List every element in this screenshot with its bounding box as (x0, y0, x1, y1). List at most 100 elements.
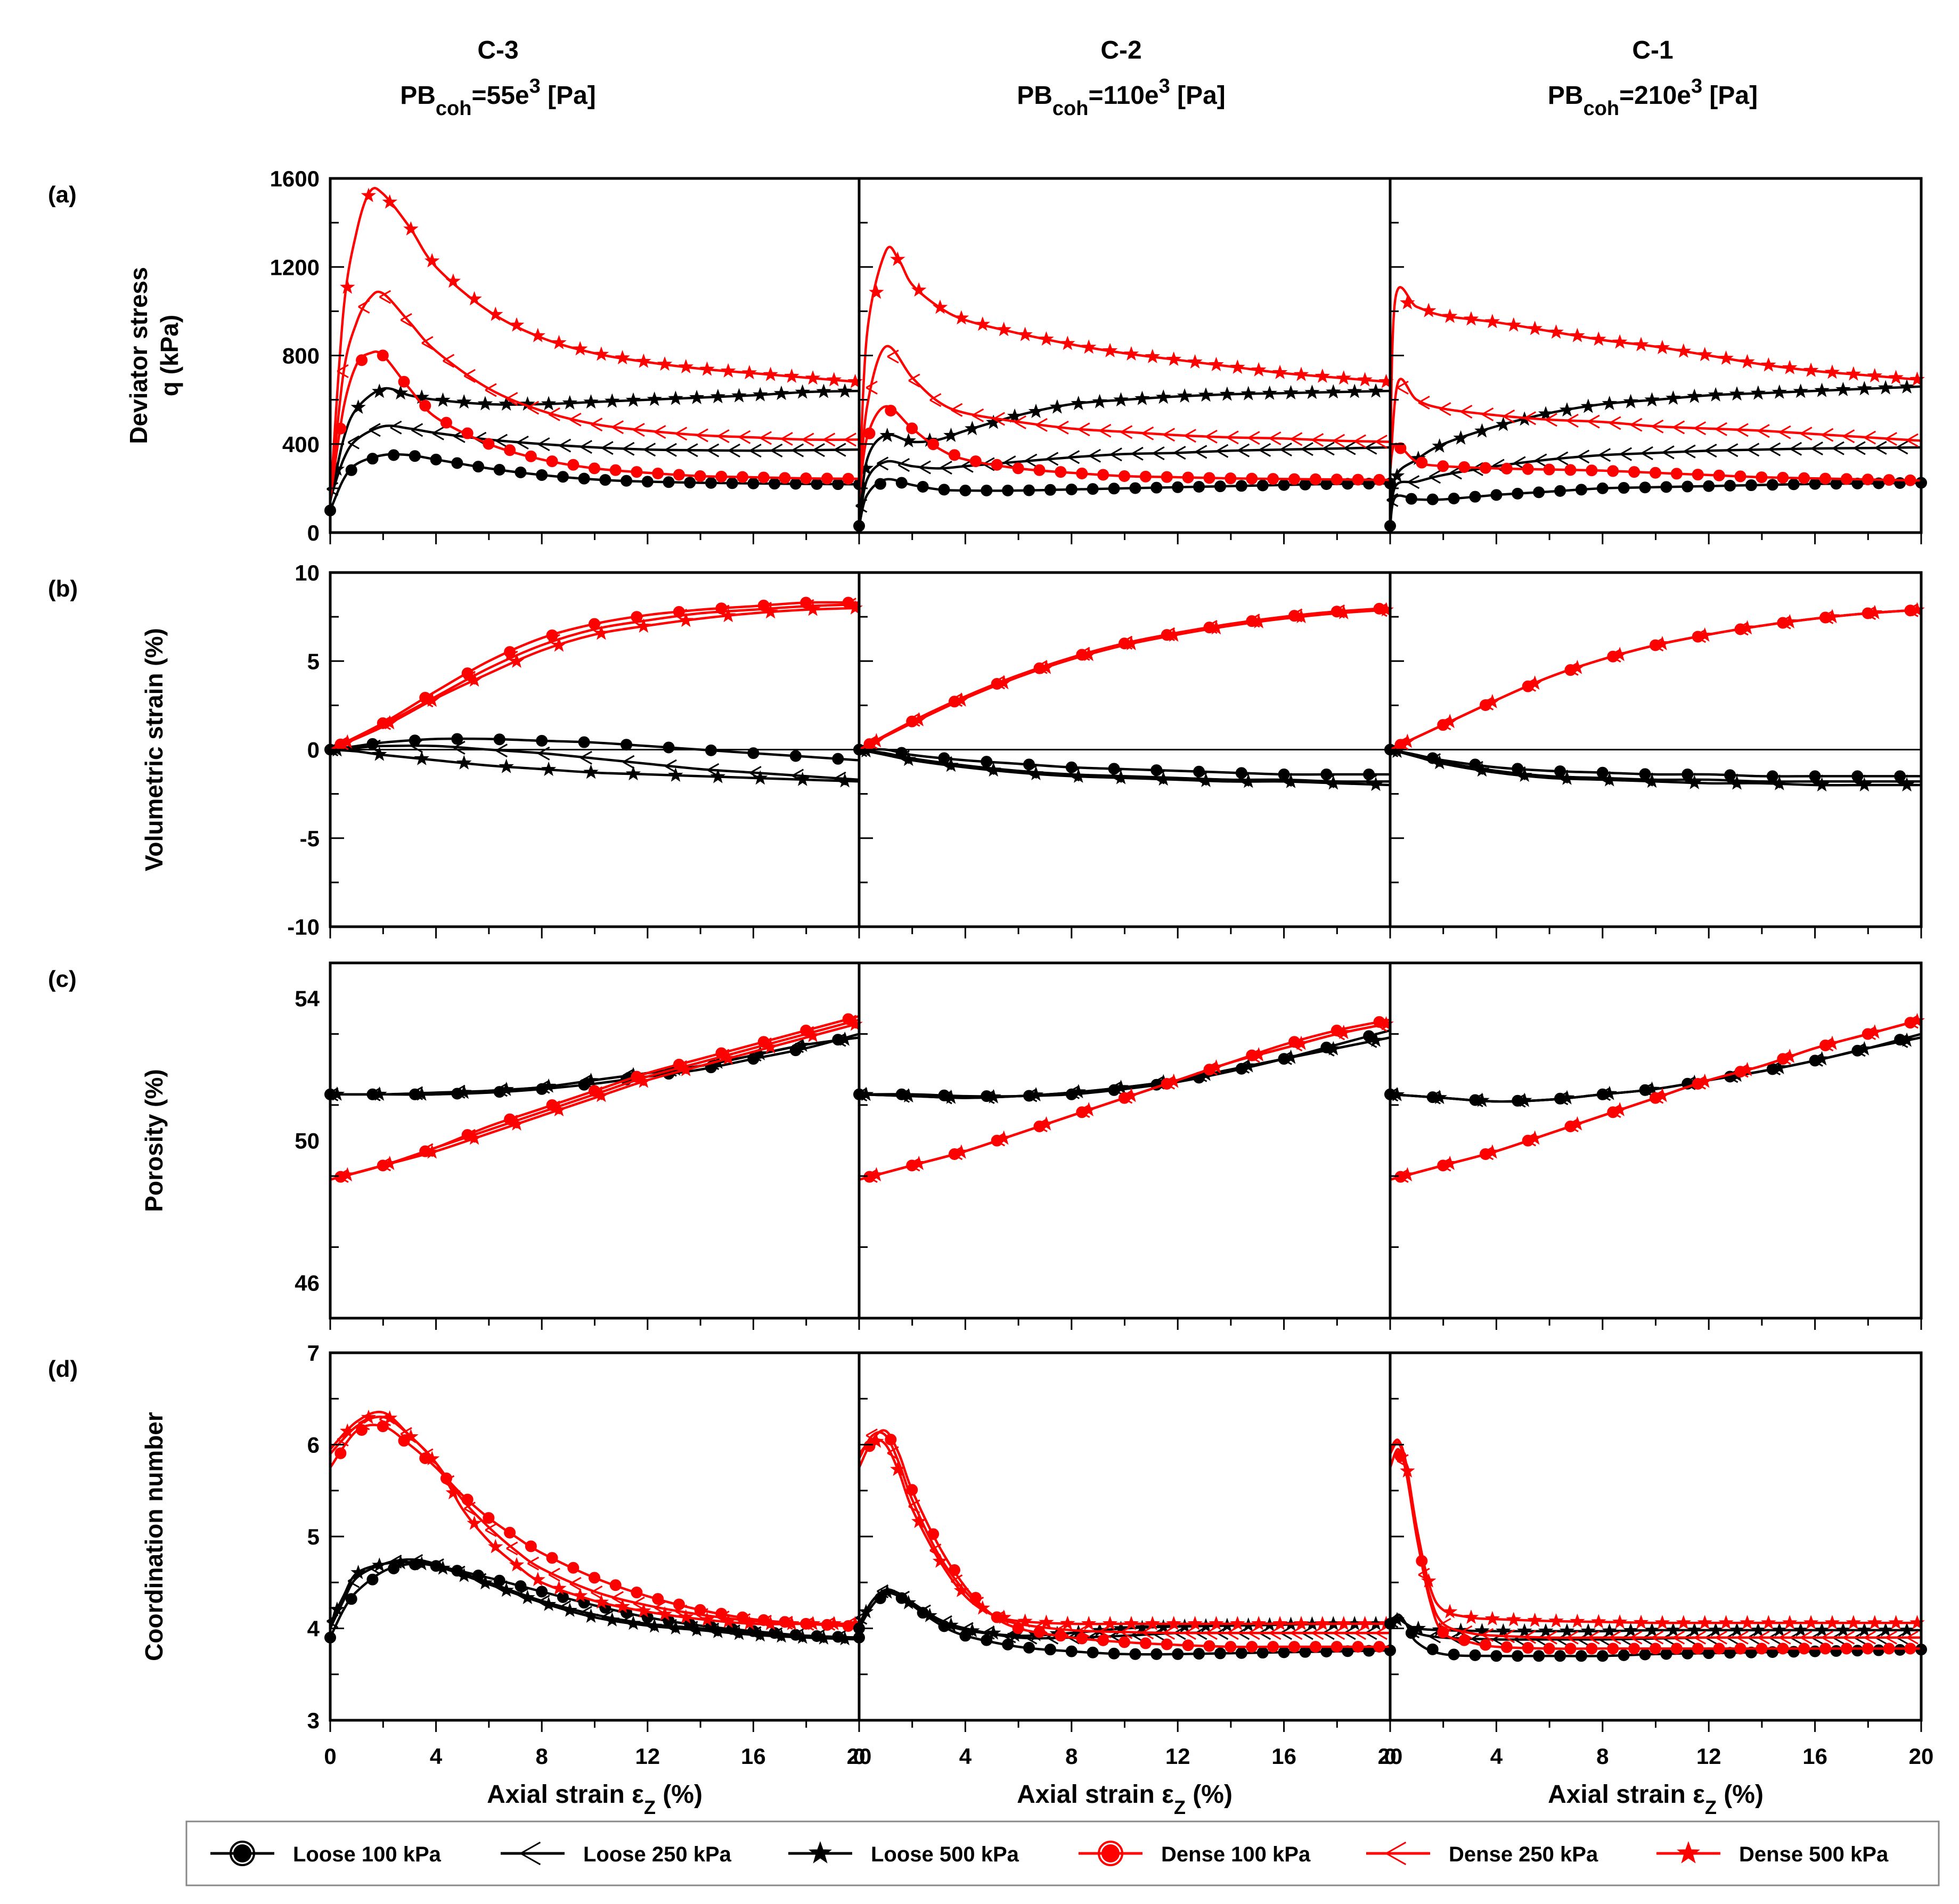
data-marker (1326, 384, 1341, 399)
x-axis-title: Axial strain εZ (%) (1017, 1780, 1232, 1818)
data-marker (1065, 483, 1078, 495)
data-marker (569, 412, 582, 427)
data-marker (1867, 604, 1883, 619)
data-marker (609, 1579, 622, 1591)
data-marker (1155, 389, 1171, 404)
data-marker (1293, 1615, 1309, 1631)
data-marker (1729, 386, 1745, 401)
data-marker (647, 391, 662, 406)
y-tick-label: 4 (307, 1616, 320, 1641)
data-marker (1676, 1615, 1692, 1630)
data-marker (1333, 1626, 1345, 1640)
data-marker (993, 412, 1006, 426)
data-marker (485, 1523, 497, 1537)
data-marker (1025, 453, 1038, 468)
data-marker (1538, 1623, 1554, 1638)
column-titles: C-3 PBcoh=55e3 [Pa] C-2 PBcoh=110e3 [Pa] C-1… (400, 36, 1758, 120)
data-marker (1630, 1630, 1643, 1645)
series-line (329, 1560, 860, 1641)
data-marker (684, 477, 696, 489)
data-marker (1368, 1032, 1384, 1047)
data-marker (1150, 1648, 1163, 1660)
data-marker (562, 395, 578, 410)
data-marker (1588, 1630, 1600, 1645)
data-marker (1554, 1650, 1566, 1662)
data-marker (938, 484, 950, 496)
data-marker (1793, 383, 1808, 398)
legend-label: Dense 250 kPa (1449, 1843, 1598, 1866)
data-marker (1039, 659, 1054, 674)
y-axis-title: Volumetric strain (%) (140, 628, 168, 871)
data-marker (1108, 1647, 1120, 1660)
data-marker (710, 1623, 726, 1638)
data-marker (1442, 1604, 1458, 1619)
data-marker (538, 437, 550, 452)
data-marker (1474, 1092, 1490, 1107)
data-marker (1071, 768, 1087, 783)
data-marker (1612, 1102, 1628, 1117)
data-marker (1620, 447, 1632, 461)
data-marker (1570, 1116, 1585, 1131)
data-marker (1564, 1642, 1577, 1655)
data-marker (991, 459, 1003, 471)
data-marker (1686, 1622, 1702, 1637)
data-marker (1814, 1051, 1830, 1066)
data-marker (1354, 434, 1366, 448)
data-marker (996, 675, 1011, 690)
data-marker (1400, 1167, 1415, 1182)
data-marker (1400, 733, 1415, 748)
data-marker (1389, 468, 1405, 483)
data-marker (1193, 1648, 1205, 1660)
data-marker (1496, 1623, 1511, 1638)
data-marker (1269, 1626, 1281, 1640)
data-marker (506, 391, 518, 406)
data-marker (901, 751, 917, 766)
data-marker (1346, 383, 1362, 398)
data-marker (1184, 1626, 1196, 1640)
data-marker (583, 394, 599, 409)
data-marker (813, 443, 825, 457)
data-marker (826, 1615, 842, 1631)
data-marker (959, 485, 972, 497)
data-marker (1288, 1641, 1301, 1653)
data-marker (1357, 1615, 1373, 1631)
data-marker (1198, 772, 1214, 787)
data-marker (1516, 1623, 1532, 1638)
data-marker (636, 1073, 651, 1088)
data-marker (1482, 407, 1494, 421)
data-marker (1177, 388, 1193, 403)
data-marker (1630, 418, 1643, 432)
data-marker (747, 477, 760, 489)
data-marker (1545, 413, 1557, 427)
data-marker (1639, 481, 1651, 494)
data-marker (1830, 1645, 1842, 1657)
data-marker (520, 1589, 535, 1605)
data-marker (1899, 379, 1915, 394)
data-marker (969, 455, 982, 468)
data-marker (1790, 442, 1802, 456)
data-marker (781, 432, 793, 446)
data-marker (1705, 444, 1717, 458)
data-marker (1660, 1648, 1672, 1660)
data-marker (1782, 1048, 1798, 1064)
data-marker (541, 761, 557, 777)
data-marker (1654, 1088, 1670, 1102)
data-marker (1490, 489, 1503, 501)
data-marker (1662, 445, 1675, 460)
data-marker (795, 384, 811, 399)
data-marker (414, 1556, 430, 1571)
data-marker (499, 1582, 514, 1597)
data-marker (329, 1601, 345, 1616)
data-marker (887, 349, 899, 364)
data-marker (673, 469, 685, 481)
data-marker (1161, 1638, 1173, 1650)
data-marker (233, 1844, 251, 1862)
data-marker (1899, 1032, 1915, 1047)
data-marker (1835, 381, 1851, 396)
data-marker (580, 440, 592, 454)
data-marker (631, 466, 643, 478)
data-marker (1846, 1615, 1862, 1630)
data-marker (699, 1612, 715, 1627)
data-marker (456, 1084, 472, 1099)
data-marker (1002, 485, 1014, 497)
